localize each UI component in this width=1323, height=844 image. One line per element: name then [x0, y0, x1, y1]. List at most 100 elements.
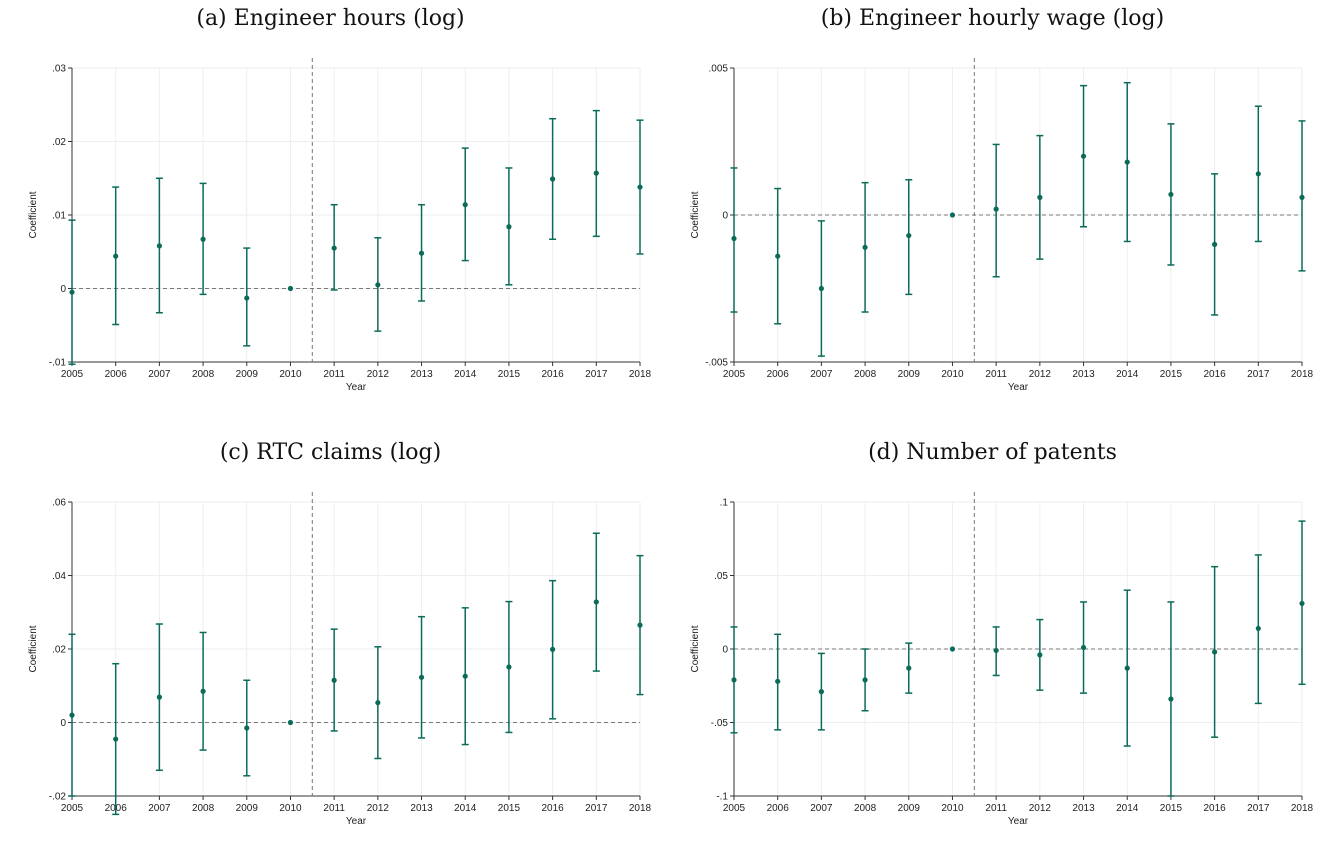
data-point	[775, 678, 781, 684]
data-point	[375, 700, 381, 706]
x-tick-label: 2007	[810, 803, 833, 814]
data-point	[818, 689, 824, 695]
y-tick-label: 0	[60, 284, 66, 295]
x-tick-label: 2012	[1029, 803, 1052, 814]
x-axis-title: Year	[346, 816, 367, 827]
x-tick-label: 2012	[367, 803, 390, 814]
data-point	[1299, 194, 1305, 200]
y-tick-label: -.005	[705, 358, 728, 369]
y-tick-label: .02	[52, 645, 66, 656]
x-tick-label: 2005	[61, 369, 84, 380]
data-point	[550, 176, 556, 182]
x-axis-title: Year	[1008, 816, 1029, 827]
data-point	[1255, 171, 1261, 177]
x-tick-label: 2018	[1291, 803, 1314, 814]
x-tick-label: 2017	[1247, 369, 1270, 380]
y-tick-label: 0	[722, 211, 728, 222]
x-tick-label: 2016	[1203, 803, 1226, 814]
y-tick-label: .02	[52, 137, 66, 148]
data-point	[113, 253, 119, 259]
panel-title-c: (c) RTC claims (log)	[219, 440, 442, 465]
x-tick-label: 2016	[541, 369, 564, 380]
x-axis-title: Year	[1008, 382, 1029, 393]
data-point	[331, 245, 337, 251]
data-point	[1168, 191, 1174, 198]
data-point	[1080, 644, 1087, 651]
data-point	[1212, 649, 1218, 655]
data-point	[1037, 652, 1043, 658]
x-tick-label: 2011	[323, 369, 345, 380]
data-point	[506, 224, 512, 230]
data-point	[69, 289, 75, 295]
data-point	[69, 712, 75, 718]
data-point	[993, 647, 999, 654]
data-point	[949, 646, 956, 652]
x-tick-label: 2006	[767, 369, 790, 380]
x-tick-label: 2011	[985, 803, 1007, 814]
data-point	[287, 719, 294, 726]
y-tick-label: -.02	[49, 792, 67, 803]
x-tick-label: 2010	[279, 369, 302, 380]
y-tick-label: .01	[52, 211, 66, 222]
x-tick-label: 2007	[148, 803, 171, 814]
y-tick-label: -.05	[711, 718, 729, 729]
x-tick-label: 2006	[767, 803, 790, 814]
y-tick-label: -.1	[716, 792, 728, 803]
x-tick-label: 2015	[498, 369, 521, 380]
x-tick-label: 2013	[410, 803, 433, 814]
x-tick-label: 2011	[985, 369, 1007, 380]
y-tick-label: .04	[52, 571, 66, 582]
x-tick-label: 2014	[454, 369, 477, 380]
x-tick-label: 2008	[192, 803, 215, 814]
x-tick-label: 2012	[1029, 369, 1052, 380]
x-tick-label: 2005	[723, 369, 746, 380]
x-tick-label: 2014	[454, 803, 477, 814]
x-tick-label: 2015	[1160, 803, 1183, 814]
y-axis-title: Coefficient	[690, 625, 701, 672]
x-tick-label: 2014	[1116, 803, 1139, 814]
x-tick-label: 2010	[279, 803, 302, 814]
data-point	[244, 725, 250, 731]
chart-engineer-hours: -.01 0 .01 .02 .03 2005 2006 2007 2008 2009 2010 20…	[28, 58, 652, 393]
x-tick-label: 2013	[1072, 369, 1095, 380]
data-point	[906, 665, 912, 671]
x-tick-label: 2017	[1247, 803, 1270, 814]
data-point	[906, 232, 912, 239]
panel-title-b: (b) Engineer hourly wage (log)	[820, 6, 1165, 31]
y-tick-label: .05	[714, 571, 728, 582]
x-tick-label: 2010	[941, 369, 964, 380]
data-point	[593, 170, 599, 176]
data-point	[1299, 600, 1305, 607]
y-tick-label: .1	[720, 498, 729, 509]
chart-engineer-hourly-wage: -.005 0 .005 2005 2006 2007 2008 2009 2010 2011 20…	[690, 58, 1314, 393]
panel-title-a: (a) Engineer hours (log)	[196, 6, 465, 31]
x-tick-label: 2016	[541, 803, 564, 814]
data-point	[462, 673, 468, 679]
x-tick-label: 2018	[1291, 369, 1314, 380]
data-point	[731, 677, 737, 683]
x-tick-label: 2007	[148, 369, 171, 380]
data-point	[200, 236, 206, 242]
x-tick-label: 2008	[854, 803, 877, 814]
x-tick-label: 2014	[1116, 369, 1139, 380]
data-point	[637, 622, 643, 628]
data-point	[113, 736, 119, 742]
data-point	[156, 694, 162, 700]
data-point	[1255, 625, 1261, 632]
data-point	[637, 184, 643, 190]
data-point	[1124, 159, 1130, 165]
x-tick-label: 2016	[1203, 369, 1226, 380]
x-tick-label: 2017	[585, 803, 608, 814]
data-point	[1124, 665, 1130, 671]
panel-title-d: (d) Number of patents	[868, 440, 1117, 465]
data-point	[862, 244, 868, 250]
x-tick-label: 2012	[367, 369, 390, 380]
x-axis-title: Year	[346, 382, 367, 393]
x-tick-label: 2017	[585, 369, 608, 380]
data-point	[375, 282, 381, 288]
data-point	[200, 688, 206, 694]
data-point	[818, 285, 824, 292]
y-tick-label: .03	[52, 64, 66, 75]
x-tick-label: 2009	[898, 369, 921, 380]
data-point	[244, 295, 250, 301]
